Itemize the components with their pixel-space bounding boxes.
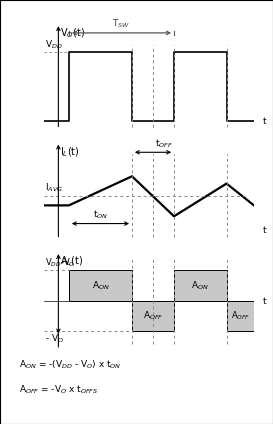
- Text: t: t: [262, 117, 266, 126]
- Text: - V$_O$: - V$_O$: [45, 332, 64, 345]
- Text: A$_{ON}$: A$_{ON}$: [91, 279, 109, 292]
- Text: I$_L$(t): I$_L$(t): [61, 145, 80, 159]
- Text: A$_{OFF}$: A$_{OFF}$: [231, 310, 250, 322]
- Text: A$_{OFF}$ = -V$_O$ x t$_{OFFS}$: A$_{OFF}$ = -V$_O$ x t$_{OFFS}$: [19, 384, 99, 396]
- Bar: [69, 270, 132, 301]
- Text: V$_{DD}$-V$_O$: V$_{DD}$-V$_O$: [45, 257, 75, 269]
- Text: A$_L$(t): A$_L$(t): [61, 254, 84, 268]
- Text: V$_{DD}$: V$_{DD}$: [45, 38, 63, 51]
- Text: V$_O$(t): V$_O$(t): [61, 26, 85, 39]
- Text: t$_{ON}$: t$_{ON}$: [93, 209, 108, 221]
- Text: t$_{OFF}$: t$_{OFF}$: [155, 138, 173, 150]
- Text: A$_{ON}$ = -(V$_{DD}$ - V$_O$) x t$_{ON}$: A$_{ON}$ = -(V$_{DD}$ - V$_O$) x t$_{ON}…: [19, 358, 122, 371]
- Text: t: t: [262, 297, 266, 306]
- Text: I$_{AVG}$: I$_{AVG}$: [45, 181, 63, 194]
- Text: T$_{SW}$: T$_{SW}$: [112, 18, 130, 30]
- Bar: [174, 270, 227, 301]
- Text: A$_{OFF}$: A$_{OFF}$: [143, 310, 163, 322]
- Text: t: t: [262, 226, 266, 235]
- Text: A$_{ON}$: A$_{ON}$: [191, 279, 209, 292]
- Bar: [227, 301, 254, 331]
- Bar: [132, 301, 174, 331]
